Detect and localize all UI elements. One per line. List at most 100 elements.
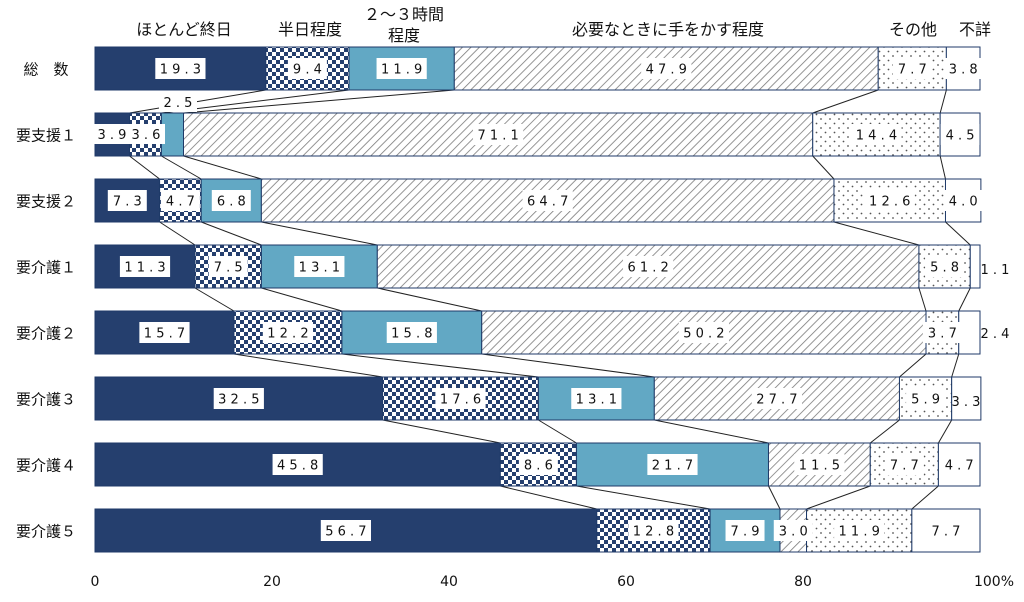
data-label-box [647, 454, 698, 475]
connector-line [377, 287, 482, 312]
connector-line [869, 419, 900, 444]
connector-line [183, 155, 262, 180]
connector-line [937, 419, 953, 444]
data-label-box [773, 520, 813, 541]
data-label-box [320, 520, 371, 541]
data-label-box [794, 454, 845, 475]
data-label-box [751, 388, 802, 409]
category-label: 要介護３ [16, 391, 76, 409]
data-label-box [435, 388, 486, 409]
data-label-box [376, 58, 427, 79]
data-label-box [571, 388, 622, 409]
legend-label: 不詳 [959, 20, 991, 39]
connector-line [159, 221, 196, 246]
data-label: 6 1 . 2 [627, 261, 668, 276]
data-label: 4 7 . 9 [646, 63, 687, 78]
legend-label: 必要なときに手をかす程度 [572, 20, 764, 39]
data-label-box [518, 454, 558, 475]
category-label: 要介護５ [16, 523, 76, 541]
data-label-box [473, 124, 524, 145]
connector-line [576, 485, 711, 510]
data-label: 4 . 7 [166, 195, 195, 210]
data-label-box [939, 454, 979, 475]
connector-line [812, 89, 879, 114]
data-label-box [906, 388, 946, 409]
data-label: 7 . 7 [898, 63, 927, 78]
connector-line [899, 353, 927, 378]
data-label-box [628, 520, 679, 541]
connector-line [341, 353, 539, 378]
x-tick-label: 80 [794, 574, 812, 590]
data-label-box [940, 124, 980, 145]
connector-line [233, 353, 383, 378]
legend-label: 半日程度 [278, 20, 342, 39]
data-label: 1 1 . 9 [839, 525, 880, 540]
connector-line [806, 485, 871, 510]
data-label-box [922, 322, 962, 343]
data-label-box [834, 520, 885, 541]
data-label: 4 . 0 [949, 195, 978, 210]
data-label: 8 . 6 [524, 459, 553, 474]
bar-segment [183, 112, 814, 157]
data-label: 7 . 7 [931, 525, 960, 540]
connector-line [129, 89, 266, 114]
data-label: 5 . 9 [911, 393, 940, 408]
data-label: 3 . 0 [779, 525, 808, 540]
connector-line [918, 287, 927, 312]
bar-segment [958, 310, 981, 355]
data-label-box [119, 256, 171, 277]
connector-line [939, 155, 946, 180]
data-label-box [925, 256, 965, 277]
data-label-box [272, 454, 323, 475]
data-label: 1 . 1 [981, 263, 1010, 278]
category-label: 要介護２ [16, 325, 76, 343]
data-label: 5 . 8 [930, 261, 959, 276]
data-label: 4 5 . 8 [277, 459, 318, 474]
data-label-box [892, 58, 932, 79]
legend-label: ２～３時間 [364, 5, 444, 24]
category-label: 要介護１ [16, 259, 76, 277]
data-label: 1 3 . 1 [576, 393, 617, 408]
data-label: 3 . 6 [132, 128, 161, 143]
category-label: 要支援１ [16, 127, 76, 145]
connector-line [833, 221, 920, 246]
data-label-box [159, 92, 197, 112]
data-label-box [884, 454, 924, 475]
data-label: 1 2 . 8 [633, 525, 674, 540]
data-label: 1 5 . 8 [391, 327, 432, 342]
data-label: 7 . 9 [731, 525, 760, 540]
data-label: 1 4 . 4 [856, 129, 897, 144]
connector-line [768, 485, 781, 510]
data-label: 1 1 . 3 [124, 261, 165, 276]
data-label: 9 . 4 [293, 63, 322, 78]
data-label-box [678, 322, 729, 343]
data-label: 1 1 . 9 [381, 63, 422, 78]
data-label: 7 . 3 [113, 195, 142, 210]
category-label: 要支援２ [16, 193, 76, 211]
data-label: 4 . 7 [945, 459, 974, 474]
data-label: 1 3 . 1 [299, 261, 340, 276]
connector-line [261, 221, 378, 246]
data-label-box [208, 256, 248, 277]
connector-line [481, 353, 655, 378]
connector-line [939, 89, 947, 114]
connector-line [201, 221, 262, 246]
bars [94, 46, 982, 553]
connector-line [958, 287, 971, 312]
data-label-box [139, 322, 190, 343]
bar-segment [969, 244, 981, 289]
data-label: 2 . 5 [164, 96, 193, 111]
data-label-box [623, 256, 674, 277]
data-label: 3 . 9 [98, 128, 127, 143]
data-label: 1 9 . 3 [160, 63, 201, 78]
data-label: 1 2 . 6 [869, 195, 910, 210]
data-label-box [262, 322, 314, 343]
x-tick-label: 0 [91, 574, 100, 590]
legend-label: 程度 [388, 26, 420, 45]
connector-line [382, 419, 501, 444]
data-label-box [213, 388, 264, 409]
connector-line [945, 221, 971, 246]
data-label-box [926, 520, 966, 541]
